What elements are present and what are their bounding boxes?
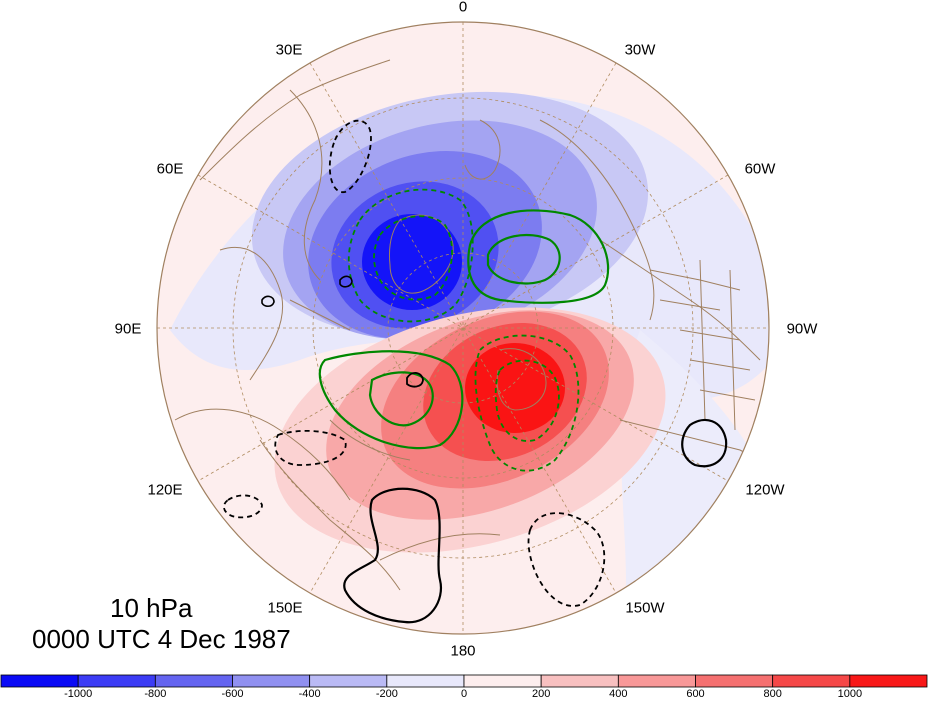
colorbar-tick-label: -200 xyxy=(375,688,398,700)
colorbar-tick-label: -800 xyxy=(144,688,167,700)
black-contours xyxy=(223,119,728,624)
green-contours xyxy=(318,188,610,472)
lon-label-180: 180 xyxy=(450,642,476,660)
colorbar-tick-label: 200 xyxy=(531,688,551,700)
map-title-time: 0000 UTC 4 Dec 1987 xyxy=(32,624,291,654)
colorbar-tick-label: -400 xyxy=(298,688,321,700)
field-shading xyxy=(157,22,769,634)
colorbar-swatch xyxy=(0,674,79,688)
lon-label-60e: 60E xyxy=(156,160,184,178)
colorbar-swatch xyxy=(695,674,774,688)
lon-label-90w: 90W xyxy=(786,320,818,338)
lon-label-30w: 30W xyxy=(624,41,656,59)
map-title-level: 10 hPa xyxy=(110,593,193,623)
colorbar-swatch xyxy=(849,674,928,688)
lon-label-150e: 150E xyxy=(267,599,303,617)
colorbar-swatch xyxy=(772,674,851,688)
lon-label-30e: 30E xyxy=(275,41,303,59)
colorbar-swatch xyxy=(386,674,465,688)
colorbar-swatch xyxy=(540,674,619,688)
colorbar-tick-label: 800 xyxy=(763,688,782,700)
colorbar-tick-label: 600 xyxy=(686,688,705,700)
colorbar-tick-label: -600 xyxy=(221,688,244,700)
colorbar-tick-label: 1000 xyxy=(837,688,863,700)
map-border xyxy=(156,21,770,635)
colorbar-swatch xyxy=(309,674,388,688)
colorbar-tick-label: -1000 xyxy=(64,688,93,700)
lon-label-120e: 120E xyxy=(147,481,183,499)
colorbar-tick-label: 0 xyxy=(460,688,468,700)
colorbar-swatch xyxy=(154,674,233,688)
coastlines xyxy=(174,59,769,591)
colorbar-swatch xyxy=(77,674,156,688)
graticule xyxy=(157,22,769,634)
colorbar-swatch xyxy=(463,674,542,688)
colorbar-tick-label: 400 xyxy=(609,688,628,700)
colorbar-swatch xyxy=(617,674,696,688)
colorbar xyxy=(0,674,928,688)
lon-label-90e: 90E xyxy=(114,320,142,338)
lon-label-120w: 120W xyxy=(745,481,785,499)
lon-label-60w: 60W xyxy=(744,160,776,178)
colorbar-swatch xyxy=(232,674,311,688)
lon-label-0: 0 xyxy=(458,0,468,16)
lon-label-150w: 150W xyxy=(625,599,665,617)
